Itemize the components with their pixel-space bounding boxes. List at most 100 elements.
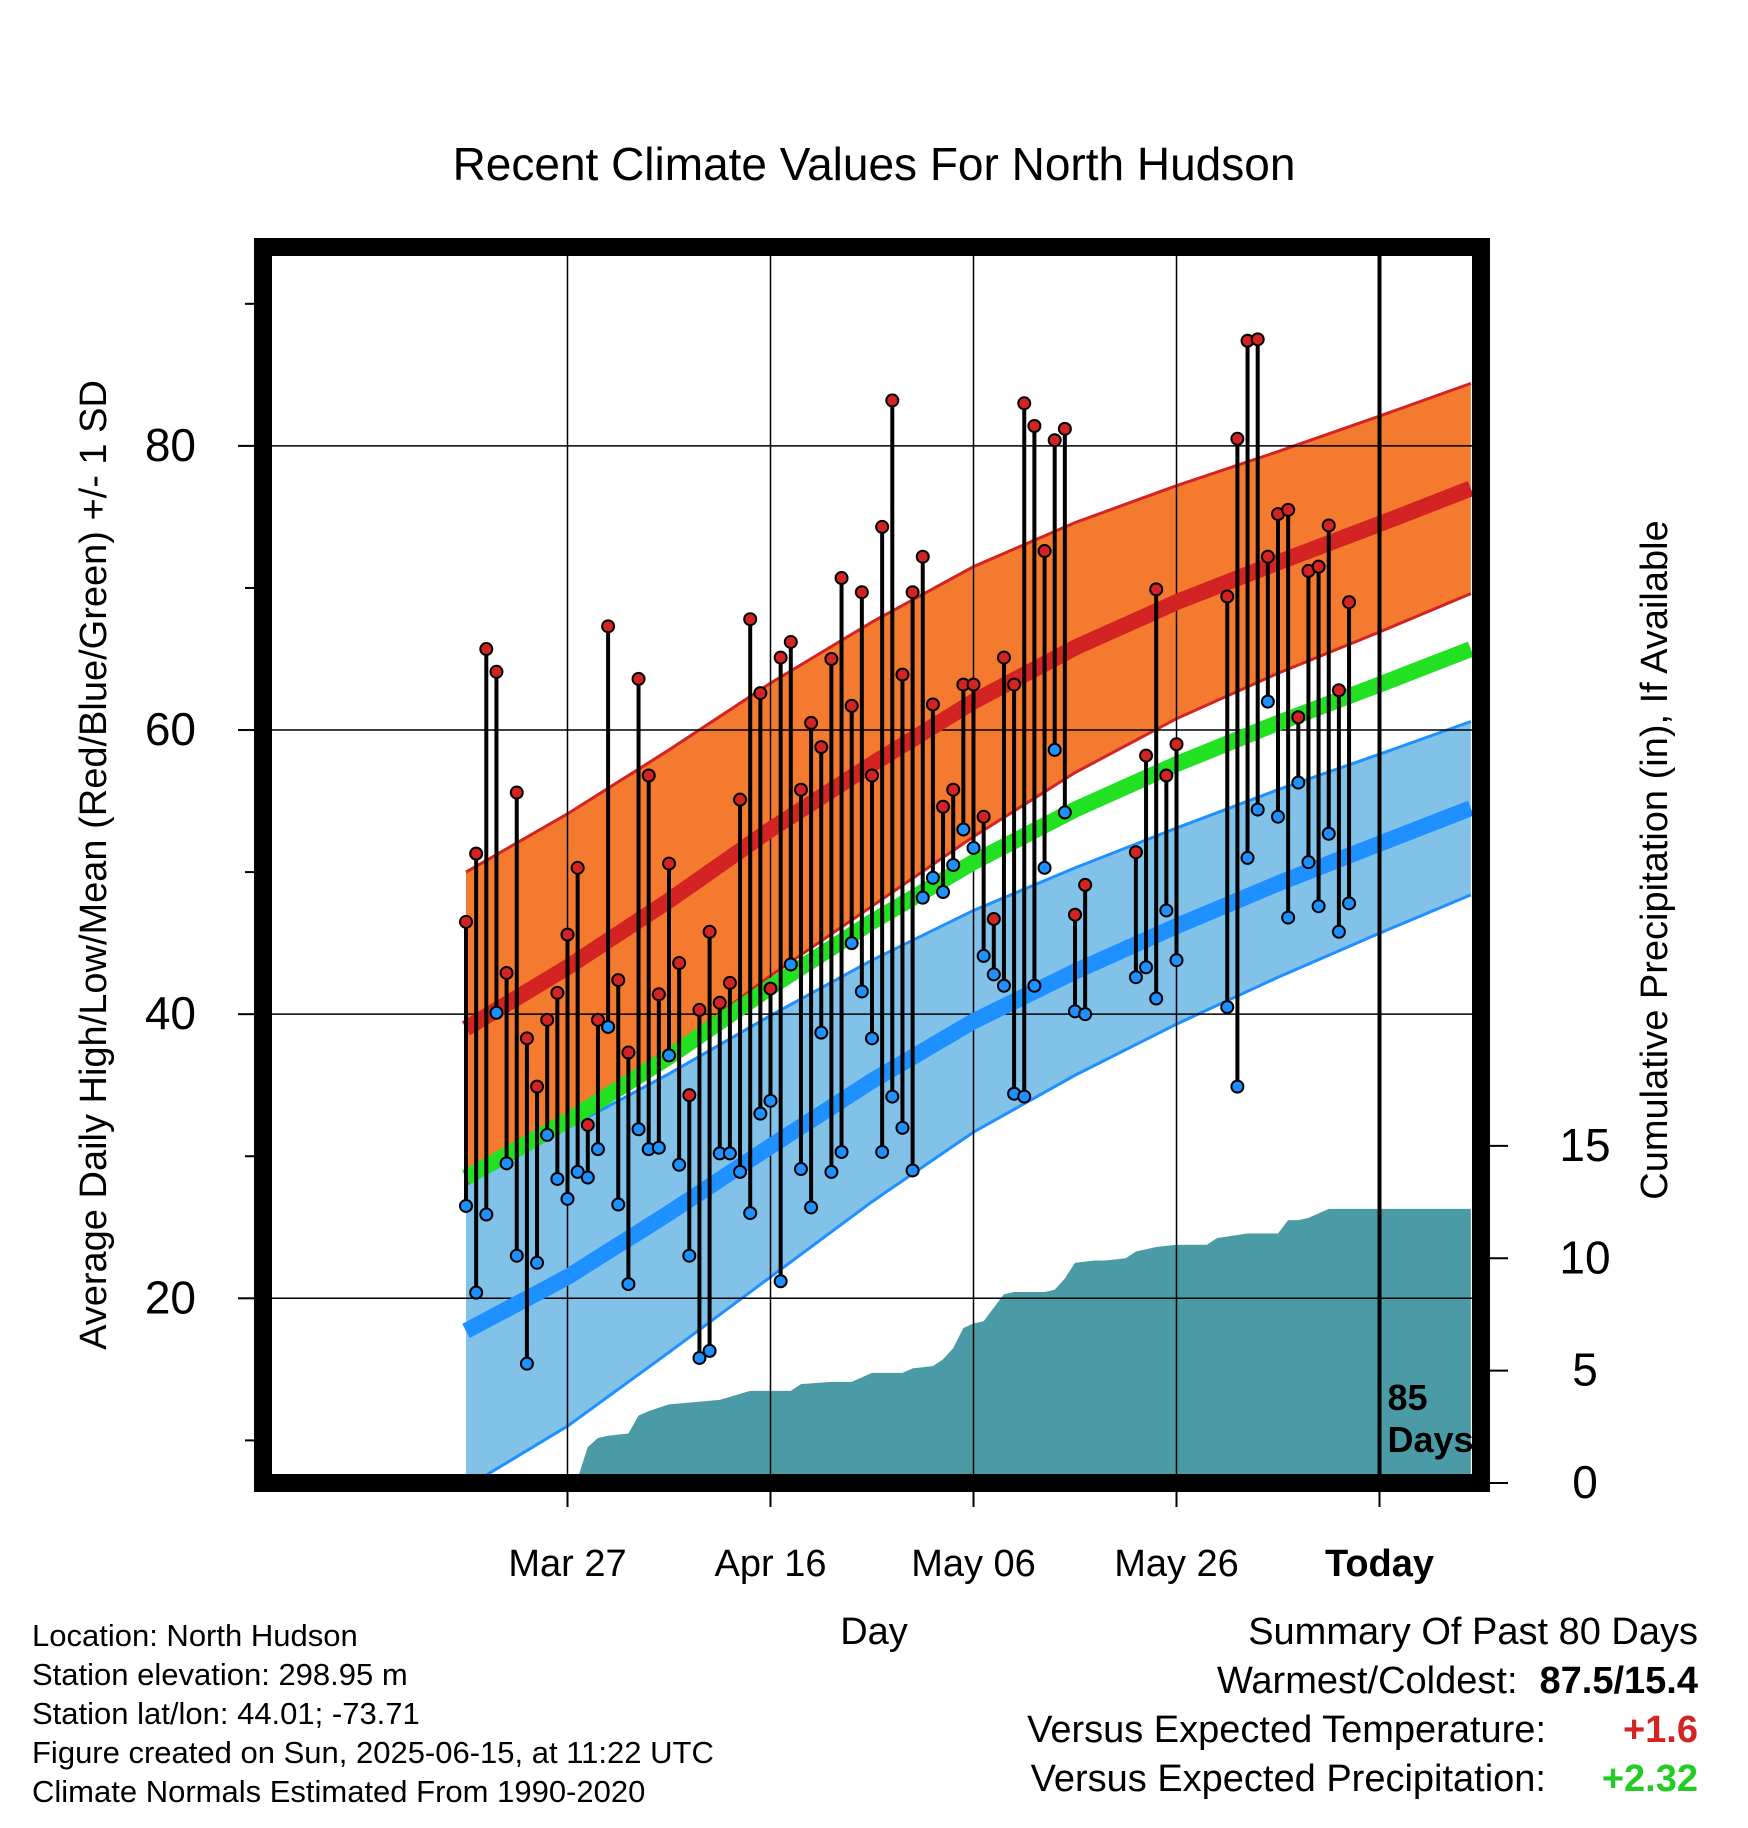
summary-title: Summary Of Past 80 Days <box>1248 1611 1698 1653</box>
latlon-text: Station lat/lon: 44.01; -73.71 <box>32 1696 420 1731</box>
low-point <box>824 1164 839 1179</box>
low-point <box>590 1142 605 1157</box>
low-point <box>1321 826 1336 841</box>
low-point <box>601 1019 616 1034</box>
high-point <box>692 1002 707 1017</box>
station-info: Location: North Hudson Station elevation… <box>32 1616 714 1811</box>
high-point <box>459 914 473 929</box>
x-axis-label: Day <box>840 1611 908 1653</box>
low-point <box>1353 0 1365 6</box>
high-point <box>722 975 737 990</box>
high-point <box>519 1031 534 1046</box>
low-point <box>560 1191 575 1206</box>
high-point <box>814 740 829 755</box>
low-point <box>854 984 869 999</box>
high-point <box>1007 677 1022 692</box>
high-point <box>753 686 768 701</box>
low-point <box>996 978 1011 993</box>
high-point <box>611 973 626 988</box>
high-point <box>1169 737 1184 752</box>
low-point <box>783 957 798 972</box>
high-point <box>662 856 676 871</box>
high-point <box>905 585 920 600</box>
low-point <box>1128 970 1143 985</box>
temp-anomaly-row: Versus Expected Temperature: +1.6 <box>1027 1706 1698 1755</box>
low-point <box>1139 960 1154 975</box>
low-point <box>976 948 991 963</box>
low-point <box>530 1255 545 1270</box>
low-point <box>702 1343 717 1358</box>
plot-frame <box>254 238 1490 1492</box>
low-point <box>459 1198 473 1213</box>
high-point <box>763 981 778 996</box>
low-point <box>865 1031 879 1046</box>
low-point <box>946 858 961 872</box>
high-point <box>590 1012 605 1027</box>
low-point <box>986 967 1001 982</box>
low-point <box>1260 694 1275 709</box>
low-point <box>1017 1089 1032 1104</box>
high-point <box>1281 502 1296 517</box>
high-point <box>915 549 930 564</box>
y-tick-label: 20 <box>145 1271 196 1323</box>
elevation-text: Station elevation: 298.95 m <box>32 1657 408 1692</box>
low-point <box>733 1164 748 1179</box>
high-point <box>1149 582 1164 597</box>
low-point <box>1037 860 1052 875</box>
low-point <box>1027 978 1042 993</box>
location-text: Location: North Hudson <box>32 1618 358 1653</box>
precip-anomaly-row: Versus Expected Precipitation: +2.32 <box>1027 1755 1698 1804</box>
high-point <box>1027 419 1042 434</box>
low-point <box>1230 1079 1245 1094</box>
low-point <box>743 1206 758 1221</box>
low-point <box>1169 953 1184 968</box>
low-point <box>519 1356 534 1371</box>
low-point <box>1078 1007 1093 1022</box>
observation-points-group <box>459 0 1375 1371</box>
low-point <box>895 1120 910 1135</box>
low-point <box>885 1089 900 1104</box>
high-point <box>550 985 565 1000</box>
low-point <box>682 1248 697 1263</box>
high-point <box>1321 518 1336 533</box>
high-point <box>570 860 585 875</box>
low-normal-line <box>462 800 1474 1339</box>
high-point <box>936 799 951 814</box>
warm-cold-row: Warmest/Coldest: 87.5/15.4 <box>1027 1657 1698 1706</box>
low-point <box>875 1144 890 1159</box>
x-tick-label: May 26 <box>1114 1543 1239 1585</box>
low-point <box>550 1171 565 1186</box>
high-point <box>1260 549 1275 564</box>
low-point <box>540 1127 555 1142</box>
high-point <box>1363 0 1375 6</box>
low-point <box>1159 903 1174 918</box>
high-point <box>540 1012 555 1027</box>
chart-title: Recent Climate Values For North Hudson <box>453 138 1296 190</box>
high-point <box>1250 332 1265 347</box>
high-point <box>560 927 575 942</box>
y-tick-label: 80 <box>145 419 196 471</box>
low-point <box>814 1025 829 1040</box>
low-point <box>925 870 940 885</box>
high-point <box>733 792 748 807</box>
high-point <box>793 782 808 797</box>
high-point <box>1068 907 1082 922</box>
high-point <box>1311 559 1326 574</box>
high-point <box>854 585 869 600</box>
high-point <box>1139 748 1154 763</box>
low-point <box>611 1197 626 1212</box>
low-point <box>479 1207 494 1222</box>
low-point <box>1311 899 1326 914</box>
low-point <box>956 822 971 837</box>
high-point <box>580 1117 595 1132</box>
high-point <box>1037 544 1052 559</box>
low-point <box>834 1144 849 1159</box>
low-point <box>844 936 859 951</box>
created-text: Figure created on Sun, 2025-06-15, at 11… <box>32 1735 714 1770</box>
high-point <box>783 634 798 649</box>
y-tick-label: 40 <box>145 987 196 1039</box>
low-point <box>469 1285 484 1300</box>
y2-tick-label: 0 <box>1572 1456 1598 1508</box>
high-point <box>946 782 961 797</box>
